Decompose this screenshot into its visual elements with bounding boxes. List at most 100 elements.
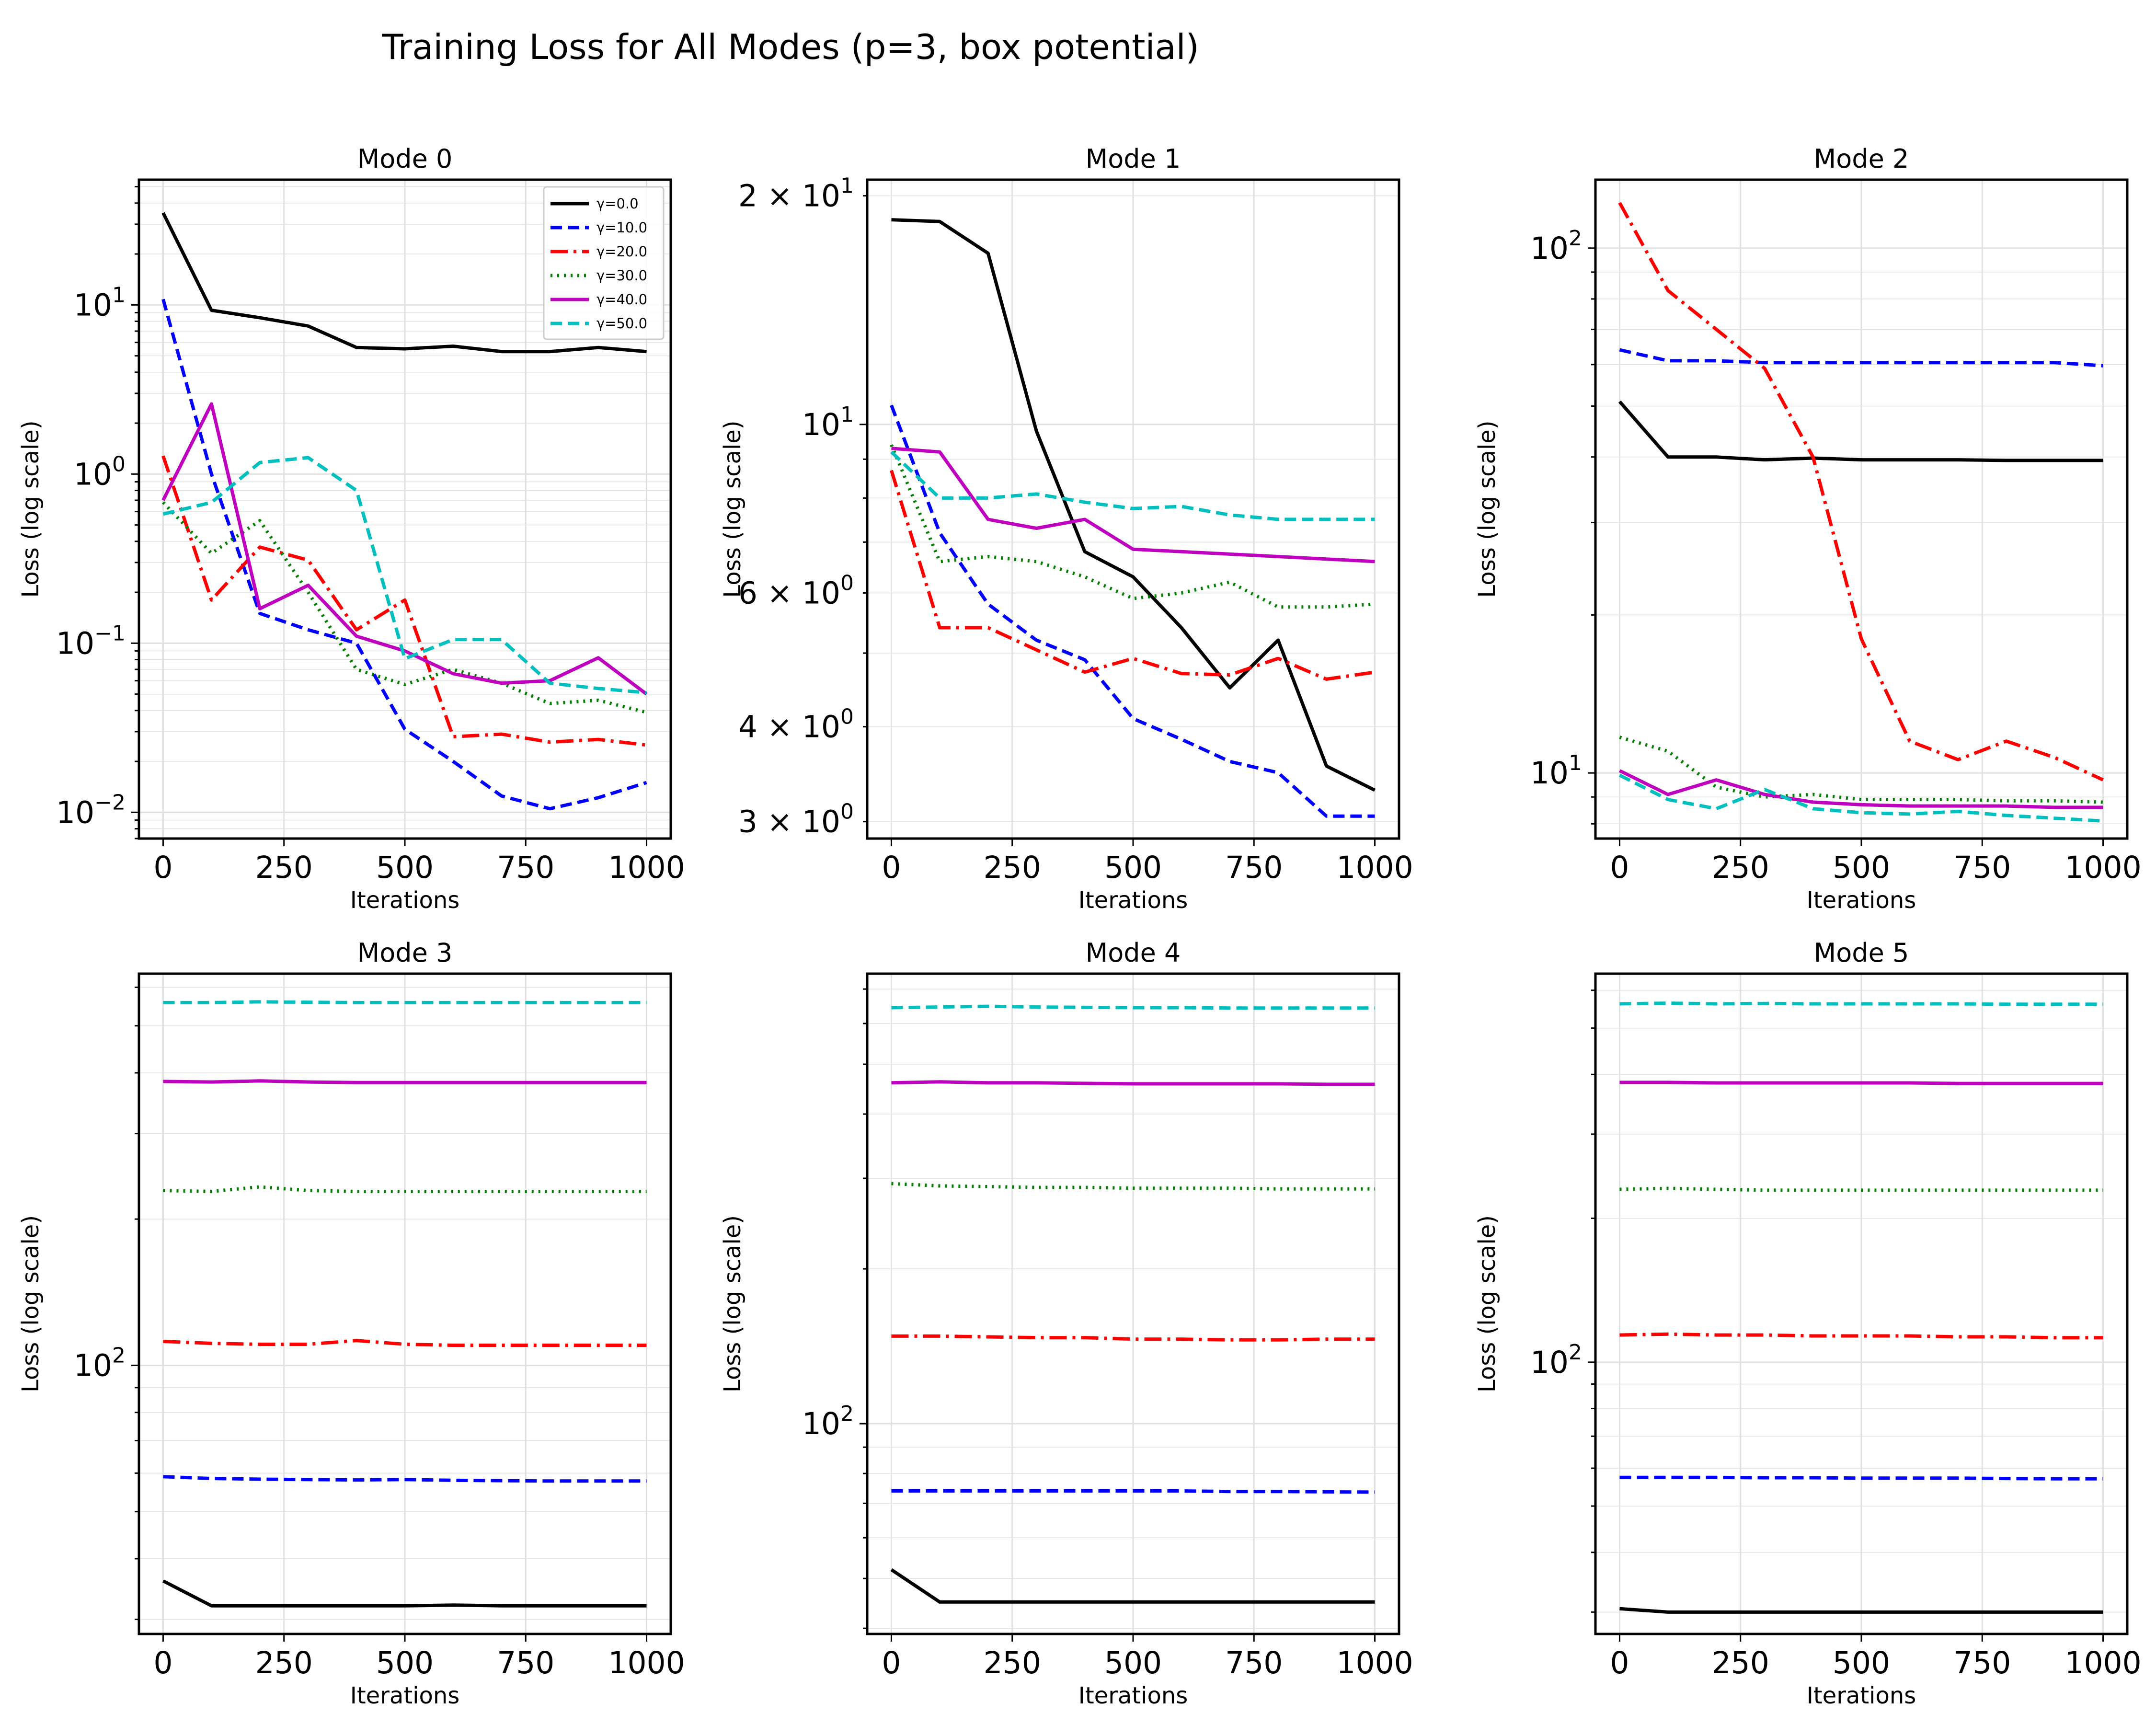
x-axis-label: Iterations	[350, 887, 460, 914]
series-line-g20	[891, 1334, 1375, 1342]
x-tick-label: 250	[1712, 850, 1769, 885]
series-line-g10	[890, 404, 1375, 818]
y-tick-label: 100	[74, 452, 126, 492]
y-tick-label: 10−2	[56, 790, 126, 830]
legend-label-g20: γ=20.0	[596, 243, 647, 260]
series-line-g10	[163, 1475, 647, 1483]
x-tick-label: 500	[376, 1645, 434, 1680]
subplot-title: Mode 1	[1086, 144, 1181, 174]
y-tick-label: 2 × 101	[738, 174, 854, 214]
x-tick-label: 250	[984, 850, 1041, 885]
x-tick-label: 750	[1225, 850, 1283, 885]
x-tick-label: 1000	[2064, 850, 2141, 885]
x-tick-label: 750	[497, 850, 554, 885]
legend-label-g50: γ=50.0	[596, 315, 647, 332]
y-tick-label: 101	[1530, 751, 1582, 791]
subplot-title: Mode 0	[357, 144, 453, 174]
subplot-title: Mode 3	[357, 938, 453, 968]
y-axis-label: Loss (log scale)	[719, 420, 746, 598]
plot-frame	[1594, 972, 2129, 1635]
series-group	[161, 212, 648, 811]
subplot-1: 0 250 500 750 1000 3 × 100 4 × 100 6 × 100 101 2 …	[719, 144, 1413, 914]
subplot-title: Mode 4	[1086, 938, 1181, 968]
x-tick-label: 500	[1104, 1645, 1162, 1680]
subplot-0: 0 250 500 750 1000 10−2 10−1 100 101 Mode 0 Iterat…	[17, 144, 685, 914]
plot-frame	[1594, 178, 2129, 840]
series-line-g20	[890, 470, 1376, 681]
x-axis-label: Iterations	[1078, 887, 1188, 914]
series-line-g20	[161, 455, 647, 747]
series-line-g0	[1618, 400, 2103, 462]
series-line-g20	[1619, 1332, 2103, 1340]
series-line-g50	[162, 456, 647, 695]
x-tick-label: 500	[1104, 850, 1162, 885]
series-line-g40	[1619, 1081, 2103, 1085]
y-tick-label: 101	[802, 402, 854, 442]
legend-label-g30: γ=30.0	[596, 267, 647, 284]
series-line-g20	[163, 1339, 647, 1347]
plot-frame	[138, 972, 672, 1635]
x-tick-label: 1000	[608, 1645, 685, 1680]
x-tick-label: 250	[255, 1645, 313, 1680]
x-tick-label: 0	[153, 1645, 172, 1680]
series-line-g40	[1618, 769, 2103, 809]
y-axis-label: Loss (log scale)	[17, 1215, 44, 1392]
x-axis-label: Iterations	[1807, 887, 1916, 914]
figure-title: Training Loss for All Modes (p=3, box po…	[381, 27, 1199, 67]
series-line-g40	[891, 447, 1375, 564]
plot-frame	[138, 178, 672, 840]
series-line-g10	[1619, 348, 2103, 368]
series-group	[1619, 1001, 2103, 1614]
y-tick-label: 102	[802, 1402, 854, 1441]
series-line-g50	[163, 1000, 647, 1004]
series-group	[162, 1000, 647, 1608]
series-group	[890, 218, 1376, 818]
series-line-g0	[162, 1579, 647, 1608]
x-tick-label: 250	[255, 850, 313, 885]
x-tick-label: 750	[497, 1645, 554, 1680]
series-line-g50	[1618, 773, 2103, 823]
x-axis-label: Iterations	[1078, 1682, 1188, 1709]
y-tick-label: 102	[1530, 226, 1582, 266]
y-tick-label: 10−1	[56, 621, 126, 661]
series-line-g50	[891, 1004, 1375, 1010]
x-axis-label: Iterations	[1807, 1682, 1916, 1709]
y-tick-label: 102	[74, 1343, 126, 1383]
series-line-g0	[890, 1568, 1375, 1604]
plot-frame	[866, 972, 1400, 1635]
y-tick-label: 6 × 100	[738, 571, 854, 610]
legend-label-g10: γ=10.0	[596, 219, 647, 236]
legend: γ=0.0 γ=10.0 γ=20.0 γ=30.0 γ=40.0 γ=50.0	[543, 186, 665, 340]
series-line-g40	[161, 402, 648, 696]
series-line-g20	[1618, 202, 2104, 782]
series-line-g30	[891, 1182, 1375, 1191]
series-line-g30	[1619, 1186, 2103, 1192]
subplot-4: 0 250 500 750 1000 102 Mode 4 Iterations Loss (l…	[719, 938, 1413, 1709]
x-tick-label: 750	[1953, 850, 2011, 885]
series-line-g0	[161, 212, 647, 354]
x-tick-label: 0	[1610, 1645, 1629, 1680]
x-tick-label: 0	[882, 1645, 901, 1680]
x-tick-label: 500	[1833, 850, 1890, 885]
x-tick-label: 250	[984, 1645, 1041, 1680]
series-line-g40	[891, 1080, 1375, 1086]
plot-frame	[866, 178, 1400, 840]
x-tick-label: 0	[1610, 850, 1629, 885]
x-tick-label: 0	[153, 850, 172, 885]
subplot-title: Mode 2	[1814, 144, 1909, 174]
x-tick-label: 1000	[2064, 1645, 2141, 1680]
x-tick-label: 1000	[608, 850, 685, 885]
y-tick-label: 102	[1530, 1340, 1582, 1380]
series-line-g50	[1619, 1001, 2103, 1006]
series-line-g40	[163, 1079, 647, 1084]
x-axis-label: Iterations	[350, 1682, 460, 1709]
x-tick-label: 500	[376, 850, 434, 885]
legend-label-g0: γ=0.0	[596, 196, 639, 212]
series-group	[1618, 202, 2104, 823]
y-axis-label: Loss (log scale)	[1474, 420, 1501, 598]
x-tick-label: 250	[1712, 1645, 1769, 1680]
subplot-3: 0 250 500 750 1000 102 Mode 3 Iterations Loss (l…	[17, 938, 685, 1709]
x-tick-label: 1000	[1336, 1645, 1413, 1680]
x-tick-label: 0	[882, 850, 901, 885]
